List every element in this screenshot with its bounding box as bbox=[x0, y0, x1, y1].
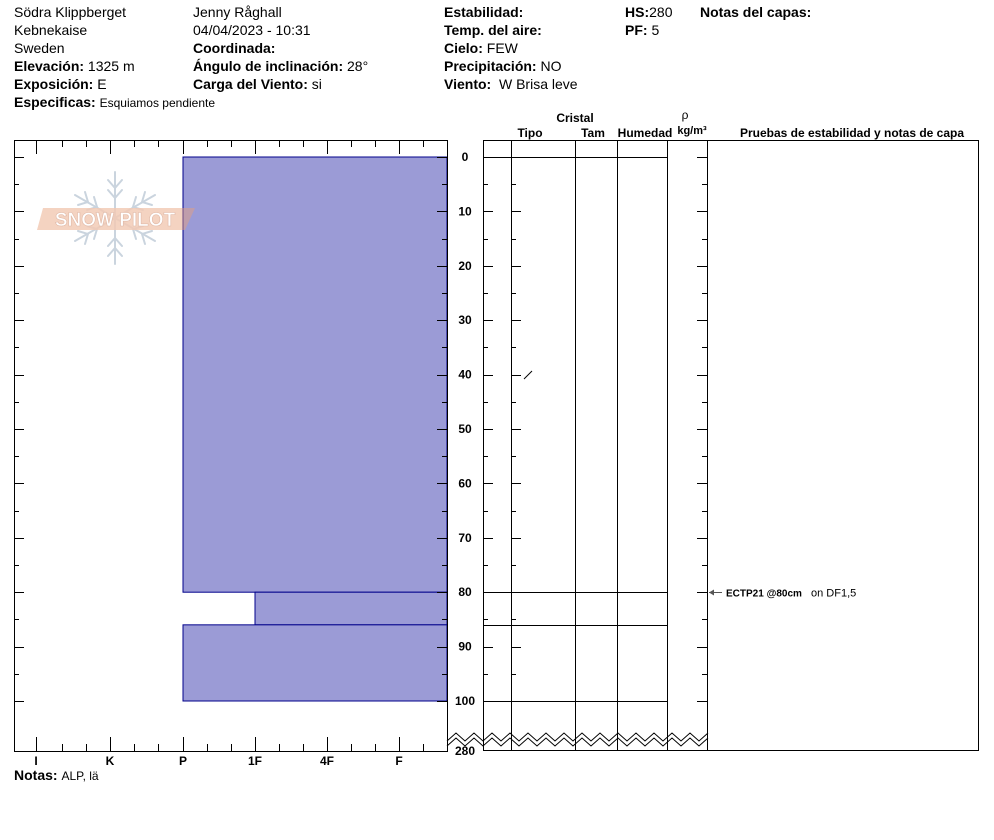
test-note: on DF1,5 bbox=[811, 588, 856, 600]
test-arrow-head bbox=[709, 589, 714, 596]
y-tick-label-0: 0 bbox=[462, 150, 469, 164]
hardness-plot: I K P 1F 4F F 0 10 20 30 40 50 60 70 80 90 100 280 bbox=[14, 140, 475, 768]
specifics-label: Especificas: bbox=[14, 94, 96, 110]
density-symbol: ρ bbox=[682, 108, 689, 122]
air-temp: Temp. del aire: bbox=[444, 21, 578, 39]
y-tick-label-90: 90 bbox=[458, 640, 472, 654]
y-tick-label-40: 40 bbox=[458, 368, 472, 382]
y-tick-label-70: 70 bbox=[458, 531, 472, 545]
x-tick-label-1F: 1F bbox=[248, 754, 262, 768]
y-tick-label-280: 280 bbox=[455, 744, 475, 758]
layer-notes-label: Notas del capas: bbox=[700, 4, 812, 20]
x-tick-label-K: K bbox=[106, 754, 115, 768]
precip-value: NO bbox=[540, 58, 562, 74]
hs-value: 280 bbox=[649, 4, 673, 20]
x-tick-label-P: P bbox=[179, 754, 187, 768]
precip-label: Precipitación: bbox=[444, 58, 537, 74]
hs: HS:280 bbox=[625, 3, 672, 21]
notes-value: ALP, lä bbox=[61, 769, 99, 783]
windload-value: si bbox=[311, 76, 322, 92]
slope: Ángulo de inclinación: 28° bbox=[193, 57, 368, 75]
country: Sweden bbox=[14, 40, 65, 56]
size-label: Tam bbox=[581, 126, 605, 140]
pf-label: PF: bbox=[625, 22, 648, 38]
type-label: Tipo bbox=[517, 126, 542, 140]
x-tick-label-4F: 4F bbox=[320, 754, 334, 768]
x-tick-label-F: F bbox=[395, 754, 402, 768]
region: Kebnekaise bbox=[14, 22, 88, 38]
crystal-symbol bbox=[523, 370, 533, 380]
hardness-layer-0 bbox=[182, 156, 448, 593]
y-tick-label-100: 100 bbox=[455, 694, 475, 708]
airtemp-label: Temp. del aire: bbox=[444, 22, 542, 38]
wind-label: Viento: bbox=[444, 76, 492, 92]
y-tick-label-80: 80 bbox=[458, 585, 472, 599]
hardness-layer-2 bbox=[182, 624, 448, 702]
wind: Viento: W Brisa leve bbox=[444, 75, 578, 93]
test-code: ECTP21 @80cm bbox=[726, 589, 802, 600]
elevation-label: Elevación: bbox=[14, 58, 85, 74]
observer: Jenny Råghall bbox=[193, 4, 282, 20]
wind-load: Carga del Viento: si bbox=[193, 75, 368, 93]
layer-table bbox=[483, 140, 979, 751]
notes-label: Notas: bbox=[14, 767, 58, 783]
elevation: Elevación: 1325 m bbox=[14, 57, 215, 75]
y-tick-label-50: 50 bbox=[458, 422, 472, 436]
moisture-label: Humedad bbox=[618, 126, 673, 140]
windload-label: Carga del Viento: bbox=[193, 76, 308, 92]
x-tick-label-I: I bbox=[34, 754, 37, 768]
specifics: Especificas: Esquiamos pendiente bbox=[14, 93, 215, 112]
coordinates: Coordinada: bbox=[193, 39, 368, 57]
sky-value: FEW bbox=[486, 40, 518, 56]
location: Södra Klippberget bbox=[14, 4, 127, 20]
pf-value: 5 bbox=[651, 22, 660, 38]
specifics-value: Esquiamos pendiente bbox=[99, 96, 216, 110]
aspect: Exposición: E bbox=[14, 75, 215, 93]
elevation-value: 1325 m bbox=[87, 58, 135, 74]
sky-label: Cielo: bbox=[444, 40, 483, 56]
crystal-label: Cristal bbox=[556, 111, 593, 125]
hardness-layer-1 bbox=[254, 591, 448, 626]
stability-label: Estabilidad: bbox=[444, 4, 524, 20]
slope-label: Ángulo de inclinación: bbox=[193, 58, 344, 74]
y-tick-label-20: 20 bbox=[458, 259, 472, 273]
axis-break-zigzag-1 bbox=[446, 732, 709, 742]
stability: Estabilidad: bbox=[444, 3, 578, 21]
y-tick-label-10: 10 bbox=[458, 204, 472, 218]
sky: Cielo: FEW bbox=[444, 39, 578, 57]
y-tick-label-30: 30 bbox=[458, 313, 472, 327]
coord-label: Coordinada: bbox=[193, 40, 276, 56]
y-tick-label-60: 60 bbox=[458, 476, 472, 490]
wind-value: W Brisa leve bbox=[498, 76, 578, 92]
snowpilot-logo-text: SNOW PILOT bbox=[55, 210, 176, 231]
aspect-label: Exposición: bbox=[14, 76, 94, 92]
datetime: 04/04/2023 - 10:31 bbox=[193, 22, 311, 38]
axis-break-zigzag-2 bbox=[446, 737, 709, 747]
tests-label: Pruebas de estabilidad y notas de capa bbox=[740, 126, 964, 140]
density-unit: kg/m³ bbox=[677, 125, 707, 137]
pf: PF: 5 bbox=[625, 21, 672, 39]
aspect-value: E bbox=[97, 76, 107, 92]
slope-value: 28° bbox=[347, 58, 369, 74]
snowpilot-logo: SNOW PILOT bbox=[37, 171, 195, 265]
hs-label: HS: bbox=[625, 4, 650, 20]
precipitation: Precipitación: NO bbox=[444, 57, 578, 75]
